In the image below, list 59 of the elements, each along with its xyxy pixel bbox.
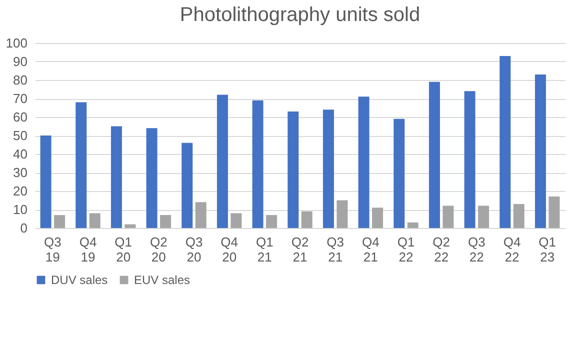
y-tick-label: 10 [13,202,28,217]
bar [500,56,511,228]
bar [40,136,52,228]
x-tick-label: Q1 22 [397,234,415,264]
bar [195,202,206,228]
bar [76,102,87,228]
bar [534,74,546,228]
x-tick-label: Q3 19 [44,234,62,264]
x-tick-label: Q1 20 [114,234,132,264]
x-tick-label: Q4 19 [79,234,97,264]
bar [464,91,476,228]
bar [548,196,560,228]
x-tick-label: Q3 21 [326,234,344,264]
bar [182,142,193,228]
y-tick-label: 70 [13,91,28,106]
x-tick-label: Q1 21 [256,234,274,264]
bar [372,208,384,228]
bar [54,215,66,228]
legend-label: EUV sales [134,273,190,287]
y-tick-label: 50 [13,128,28,143]
chart-title: Photolithography units sold [180,4,420,26]
bar [407,222,418,228]
x-tick-label: Q3 20 [185,234,203,264]
x-tick-label: Q4 22 [503,234,521,264]
bar [146,128,158,228]
bar [230,213,242,228]
x-tick-label: Q2 20 [150,234,168,264]
y-tick-label: 20 [13,184,28,198]
y-tick-label: 60 [13,110,28,124]
bar [478,206,490,228]
y-tick-label: 100 [6,36,28,50]
bar [336,200,348,228]
bar [428,82,440,228]
y-tick-label: 80 [13,72,28,88]
x-tick-label: Q2 22 [432,234,450,264]
x-tick-label: Q3 22 [468,234,486,264]
bar [89,213,100,228]
y-tick-label: 40 [13,146,28,162]
bar [216,94,228,228]
bar [252,100,264,228]
y-tick-label: 0 [20,220,28,236]
bar [110,126,122,228]
x-tick-label: Q1 23 [538,234,556,264]
bar [513,204,524,228]
x-tick-label: Q2 21 [291,234,309,264]
y-tick-label: 30 [13,165,28,180]
bar [394,118,405,228]
bar [442,206,454,228]
y-tick-label: 90 [13,54,28,69]
bar [266,215,278,228]
bar [358,96,370,228]
bar [301,211,312,228]
legend-label: DUV sales [51,273,108,287]
bar [124,224,136,228]
x-tick-label: Q4 21 [362,234,380,264]
bar [288,111,299,228]
bar [160,215,172,228]
bar [322,110,334,228]
x-tick-label: Q4 20 [220,234,238,264]
